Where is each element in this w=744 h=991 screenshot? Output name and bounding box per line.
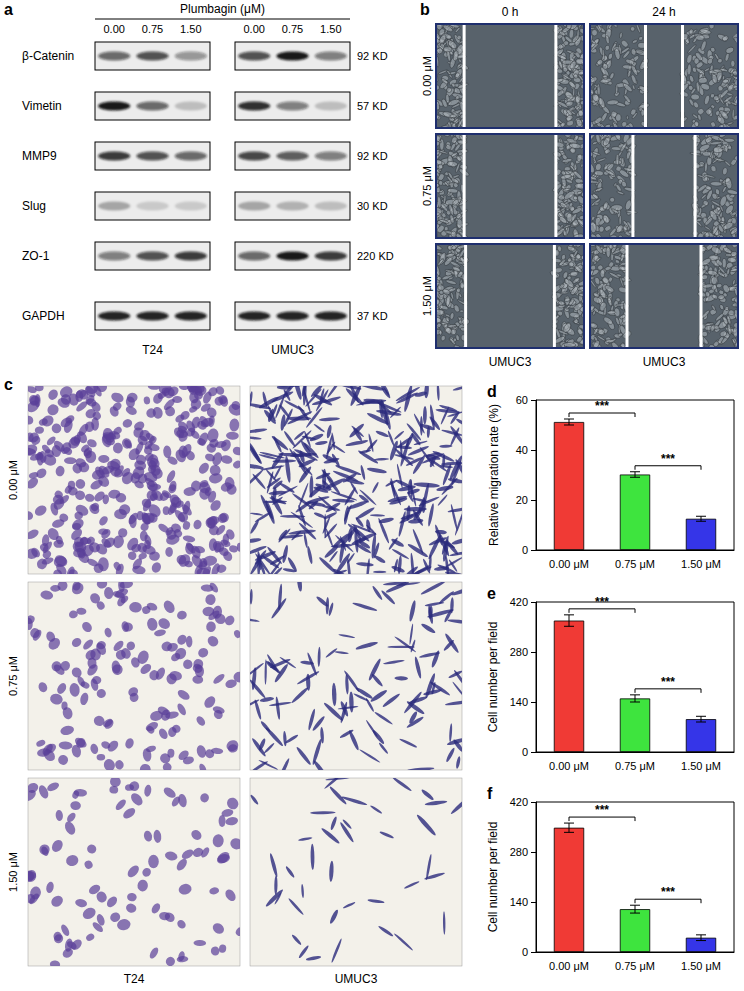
svg-text:***: *** xyxy=(595,803,609,817)
svg-text:1.50: 1.50 xyxy=(320,23,341,35)
svg-text:***: *** xyxy=(661,675,675,689)
svg-text:0: 0 xyxy=(522,544,528,556)
svg-text:Slug: Slug xyxy=(22,199,46,213)
svg-text:1.50 μM: 1.50 μM xyxy=(681,760,721,772)
svg-text:0 h: 0 h xyxy=(502,5,519,19)
svg-text:30 KD: 30 KD xyxy=(357,200,388,212)
svg-text:a: a xyxy=(4,1,13,18)
svg-text:1.50 μM: 1.50 μM xyxy=(681,960,721,972)
svg-text:0.75 μM: 0.75 μM xyxy=(615,760,655,772)
svg-text:92 KD: 92 KD xyxy=(357,150,388,162)
svg-text:0.75 μM: 0.75 μM xyxy=(421,166,433,206)
svg-text:20: 20 xyxy=(516,494,528,506)
svg-text:280: 280 xyxy=(510,846,528,858)
svg-text:0.00 μM: 0.00 μM xyxy=(549,558,589,570)
svg-text:0.75: 0.75 xyxy=(282,23,303,35)
svg-text:ZO-1: ZO-1 xyxy=(22,249,50,263)
svg-text:0.75: 0.75 xyxy=(142,23,163,35)
svg-text:140: 140 xyxy=(510,696,528,708)
svg-text:f: f xyxy=(487,785,493,802)
svg-text:c: c xyxy=(4,376,13,393)
svg-text:GAPDH: GAPDH xyxy=(22,309,65,323)
svg-text:d: d xyxy=(487,383,497,400)
svg-text:Cell number per field: Cell number per field xyxy=(486,822,500,933)
svg-text:1.50: 1.50 xyxy=(180,23,201,35)
svg-text:Cell number per field: Cell number per field xyxy=(486,622,500,733)
svg-text:24 h: 24 h xyxy=(652,5,675,19)
svg-text:0.75 μM: 0.75 μM xyxy=(615,960,655,972)
svg-text:0.00 μM: 0.00 μM xyxy=(549,960,589,972)
svg-text:1.50 μM: 1.50 μM xyxy=(7,852,19,892)
svg-text:0.00: 0.00 xyxy=(243,23,264,35)
svg-text:Plumbagin (μM): Plumbagin (μM) xyxy=(180,2,265,16)
svg-text:220 KD: 220 KD xyxy=(357,250,394,262)
svg-text:0: 0 xyxy=(522,946,528,958)
svg-text:b: b xyxy=(420,1,430,18)
svg-text:UMUC3: UMUC3 xyxy=(489,355,532,369)
svg-text:***: *** xyxy=(595,399,609,413)
svg-text:UMUC3: UMUC3 xyxy=(335,972,378,986)
svg-text:***: *** xyxy=(595,595,609,609)
svg-text:40: 40 xyxy=(516,444,528,456)
svg-text:β-Catenin: β-Catenin xyxy=(22,49,74,63)
svg-text:UMUC3: UMUC3 xyxy=(271,343,314,357)
svg-text:Relative migration rate (%): Relative migration rate (%) xyxy=(487,404,501,546)
svg-text:1.50 μM: 1.50 μM xyxy=(421,276,433,316)
svg-text:UMUC3: UMUC3 xyxy=(643,355,686,369)
svg-text:1.50 μM: 1.50 μM xyxy=(681,558,721,570)
svg-text:***: *** xyxy=(661,885,675,899)
svg-text:92 KD: 92 KD xyxy=(357,50,388,62)
svg-text:e: e xyxy=(487,585,496,602)
svg-text:140: 140 xyxy=(510,896,528,908)
svg-text:0.00 μM: 0.00 μM xyxy=(549,760,589,772)
svg-text:MMP9: MMP9 xyxy=(22,149,57,163)
svg-text:0.00 μM: 0.00 μM xyxy=(421,56,433,96)
svg-text:T24: T24 xyxy=(142,343,163,357)
svg-text:0: 0 xyxy=(522,746,528,758)
svg-text:***: *** xyxy=(661,452,675,466)
svg-text:Vimetin: Vimetin xyxy=(22,99,62,113)
svg-text:0.75 μM: 0.75 μM xyxy=(7,656,19,696)
svg-text:60: 60 xyxy=(516,394,528,406)
svg-text:37 KD: 37 KD xyxy=(357,310,388,322)
svg-text:0.75 μM: 0.75 μM xyxy=(615,558,655,570)
svg-text:280: 280 xyxy=(510,646,528,658)
svg-text:T24: T24 xyxy=(124,972,145,986)
svg-text:0.00 μM: 0.00 μM xyxy=(7,460,19,500)
svg-text:420: 420 xyxy=(510,596,528,608)
svg-text:420: 420 xyxy=(510,796,528,808)
svg-text:57 KD: 57 KD xyxy=(357,100,388,112)
svg-text:0.00: 0.00 xyxy=(103,23,124,35)
